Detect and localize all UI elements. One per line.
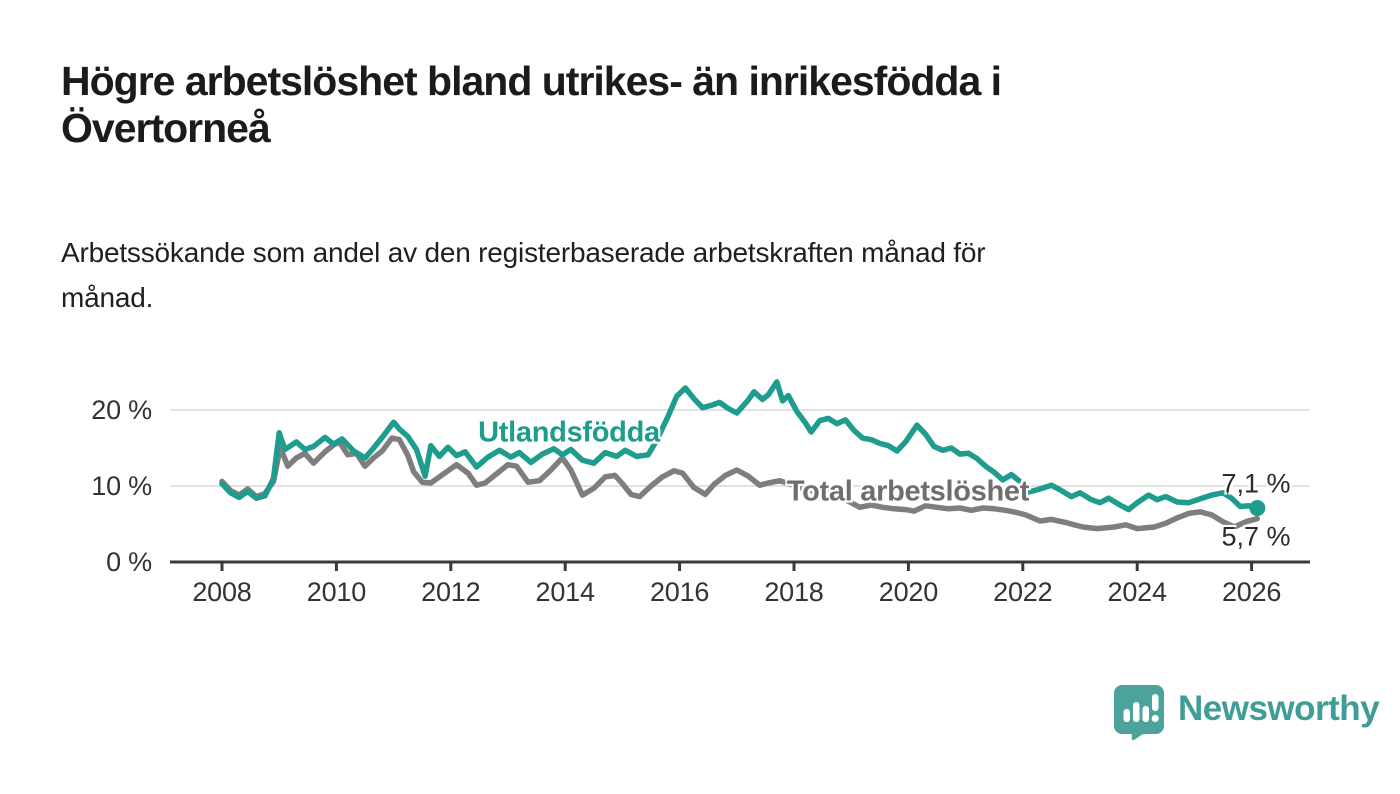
y-tick-label-0: 0 % [106, 547, 152, 577]
x-tick-label-2022: 2022 [993, 577, 1053, 607]
logo-exclamation-bar [1152, 694, 1159, 711]
newsworthy-logo: Newsworthy [1113, 684, 1380, 740]
x-tick-label-2010: 2010 [306, 577, 367, 607]
x-tick-label-2018: 2018 [764, 577, 824, 607]
y-tick-label-20: 20 % [91, 395, 152, 425]
logo-bar-1 [1123, 709, 1130, 722]
x-tick-label-2016: 2016 [649, 577, 710, 607]
page-title: Högre arbetslöshet bland utrikes- än inr… [61, 58, 1002, 152]
y-tick-label-10: 10 % [91, 471, 152, 501]
x-tick-label-2026: 2026 [1221, 577, 1282, 607]
series-line-utlandsf-dda [219, 379, 1261, 513]
series-label-utlandsfodda: Utlandsfödda [478, 416, 660, 449]
x-tick-label-2008: 2008 [192, 577, 252, 607]
end-value-total: 5,7 % [1221, 521, 1291, 552]
newsworthy-logo-text: Newsworthy [1178, 689, 1380, 728]
newsworthy-logo-icon [1113, 685, 1164, 740]
series-line-total-arbetsl-shet [219, 435, 1261, 532]
x-tick-label-2024: 2024 [1107, 577, 1167, 607]
x-tick-label-2014: 2014 [535, 577, 595, 607]
logo-exclamation-dot [1151, 714, 1159, 723]
x-tick-label-2012: 2012 [421, 577, 481, 607]
logo-bar-2 [1133, 702, 1140, 722]
page-subtitle: Arbetssökande som andel av den registerb… [61, 237, 986, 313]
logo-bar-3 [1142, 706, 1149, 722]
end-value-utlandsfodda: 7,1 % [1221, 468, 1291, 499]
series-end-dot [1249, 500, 1266, 517]
x-tick-label-2020: 2020 [878, 577, 939, 607]
series-label-total: Total arbetslöshet [786, 475, 1030, 508]
